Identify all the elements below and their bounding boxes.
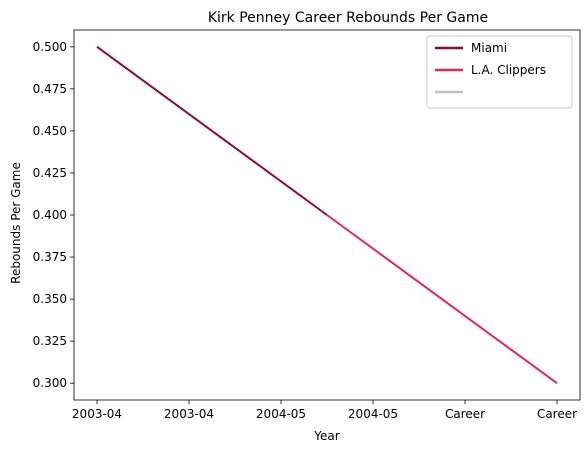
y-tick-label-1: 0.325 (33, 334, 67, 348)
y-tick-label-7: 0.475 (33, 82, 67, 96)
y-tick-label-3: 0.375 (33, 250, 67, 264)
x-tick-label-0: 2003-04 (72, 407, 122, 421)
x-tick-label-4: Career (445, 407, 485, 421)
series-line-0 (96, 46, 328, 216)
series-line-1 (326, 214, 558, 384)
y-tick-label-4: 0.400 (33, 208, 67, 222)
plot-area (96, 46, 558, 384)
x-tick-label-3: 2004-05 (348, 407, 398, 421)
legend-label-1: L.A. Clippers (471, 63, 546, 77)
x-tick-label-1: 2003-04 (164, 407, 214, 421)
legend: Miami L.A. Clippers (426, 35, 573, 109)
y-tick-label-8: 0.500 (33, 40, 67, 54)
x-axis-label: Year (313, 429, 339, 443)
x-tick-label-2: 2004-05 (256, 407, 306, 421)
x-tick-label-5: Career (537, 407, 577, 421)
y-axis-label: Rebounds Per Game (9, 162, 23, 284)
y-tick-label-0: 0.300 (33, 376, 67, 390)
y-tick-label-2: 0.350 (33, 292, 67, 306)
legend-box (426, 35, 573, 109)
y-tick-label-6: 0.450 (33, 124, 67, 138)
legend-label-0: Miami (471, 41, 507, 55)
axes: 2003-04 2003-04 2004-05 2004-05 Career Career… (33, 29, 581, 421)
y-tick-label-5: 0.425 (33, 166, 67, 180)
chart-title: Kirk Penney Career Rebounds Per Game (208, 10, 488, 26)
